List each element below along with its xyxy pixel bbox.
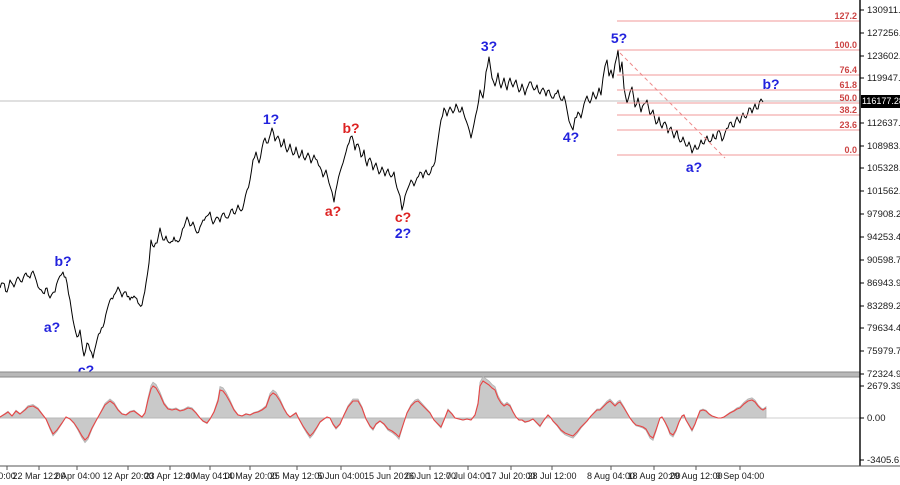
wave-label-b: b? (54, 253, 71, 269)
oscillator-histogram-fill (0, 376, 767, 444)
oscillator-axis-label: -3405.613 (867, 455, 900, 466)
price-axis-label: 119947.46 (867, 73, 900, 84)
fib-level-label: 76.4 (839, 65, 857, 75)
price-axis-label: 97908.21 (867, 209, 900, 220)
time-axis-label: 29 Aug 12:00 (669, 471, 722, 481)
time-axis-label: 5 Jun 04:00 (317, 471, 364, 481)
fib-level-label: 38.2 (839, 105, 857, 115)
wave-label-5: 5? (611, 30, 627, 46)
price-axis-label: 108983.21 (867, 141, 900, 152)
time-axis-label: 8 Aug 04:00 (587, 471, 635, 481)
wave-label-c: c? (395, 209, 411, 225)
time-axis-label: 26 Jun 12:00 (404, 471, 456, 481)
fib-level-label: 0.0 (844, 145, 857, 155)
wave-label-3: 3? (481, 38, 497, 54)
time-axis-label: 23 Apr 12:00 (144, 471, 195, 481)
price-line-series (0, 49, 764, 359)
current-price-box: 116177.28 (861, 95, 900, 108)
fib-level-label: 100.0 (834, 40, 857, 50)
wave-label-2: 2? (395, 225, 411, 241)
wave-label-a: a? (325, 203, 341, 219)
time-axis-label: 12 Apr 20:00 (102, 471, 153, 481)
price-axis-label: 75979.71 (867, 346, 900, 357)
wave-label-4: 4? (563, 129, 579, 145)
price-axis-label: 72324.96 (867, 369, 900, 380)
price-axis-label: 90598.71 (867, 255, 900, 266)
main-price-panel[interactable] (0, 49, 860, 359)
fib-level-label: 61.8 (839, 80, 857, 90)
price-axis-label: 130911.71 (867, 5, 900, 16)
time-axis-label: 14 May 20:00 (223, 471, 278, 481)
oscillator-axis-label: 2679.392 (867, 381, 900, 392)
wave-label-b: b? (342, 120, 359, 136)
time-axis-label: 25 May 12:00 (270, 471, 325, 481)
fibonacci-retracement[interactable]: 127.2 100.0 76.4 61.8 50.0 38.2 23.6 0.0 (617, 11, 860, 159)
oscillator-axis-label: 0.00 (867, 413, 886, 424)
time-axis-label: 22 Mar 12:00 (12, 471, 65, 481)
elliott-wave-labels: b?a?c?1?a?b?c?2?3?4?5?a?b? (44, 30, 780, 378)
fib-level-label: 50.0 (839, 93, 857, 103)
price-axis-label: 94253.46 (867, 232, 900, 243)
fib-level-label: 23.6 (839, 120, 857, 130)
time-axis-label: 15 Jun 20:00 (364, 471, 416, 481)
price-axis-label: 86943.96 (867, 278, 900, 289)
price-axis-label: 127256.96 (867, 28, 900, 39)
price-axis-scale[interactable]: 130911.71 127256.96 123602.21 119947.46 1126… (860, 5, 900, 466)
wave-label-1: 1? (263, 111, 279, 127)
oscillator-signal-line (0, 380, 767, 441)
time-axis-label: 4 May 04:00 (185, 471, 235, 481)
wave-label-a: a? (686, 159, 702, 175)
price-axis-label: 79634.46 (867, 323, 900, 334)
wave-label-a: a? (44, 319, 60, 335)
fib-trend-dashed-line (619, 52, 726, 159)
time-axis-label: 9 Sep 04:00 (716, 471, 765, 481)
price-axis-label: 112637.96 (867, 118, 900, 129)
time-axis-label: 18 Aug 20:00 (627, 471, 680, 481)
time-axis-label: 0:00 (0, 471, 16, 481)
price-axis-label: 123602.21 (867, 51, 900, 62)
price-axis-label: 105328.46 (867, 163, 900, 174)
time-axis-label: 28 Jul 12:00 (527, 471, 576, 481)
price-axis-label: 101562.96 (867, 186, 900, 197)
current-price-value: 116177.28 (862, 96, 900, 106)
wave-label-b: b? (762, 76, 779, 92)
time-axis-label: 7 Jul 04:00 (446, 471, 490, 481)
fib-level-label: 127.2 (834, 11, 857, 21)
price-axis-label: 83289.21 (867, 301, 900, 312)
oscillator-panel[interactable] (0, 376, 860, 444)
time-axis-label: 17 Jul 20:00 (486, 471, 535, 481)
panel-separator[interactable] (0, 372, 860, 377)
time-axis-label: 2 Apr 04:00 (54, 471, 100, 481)
